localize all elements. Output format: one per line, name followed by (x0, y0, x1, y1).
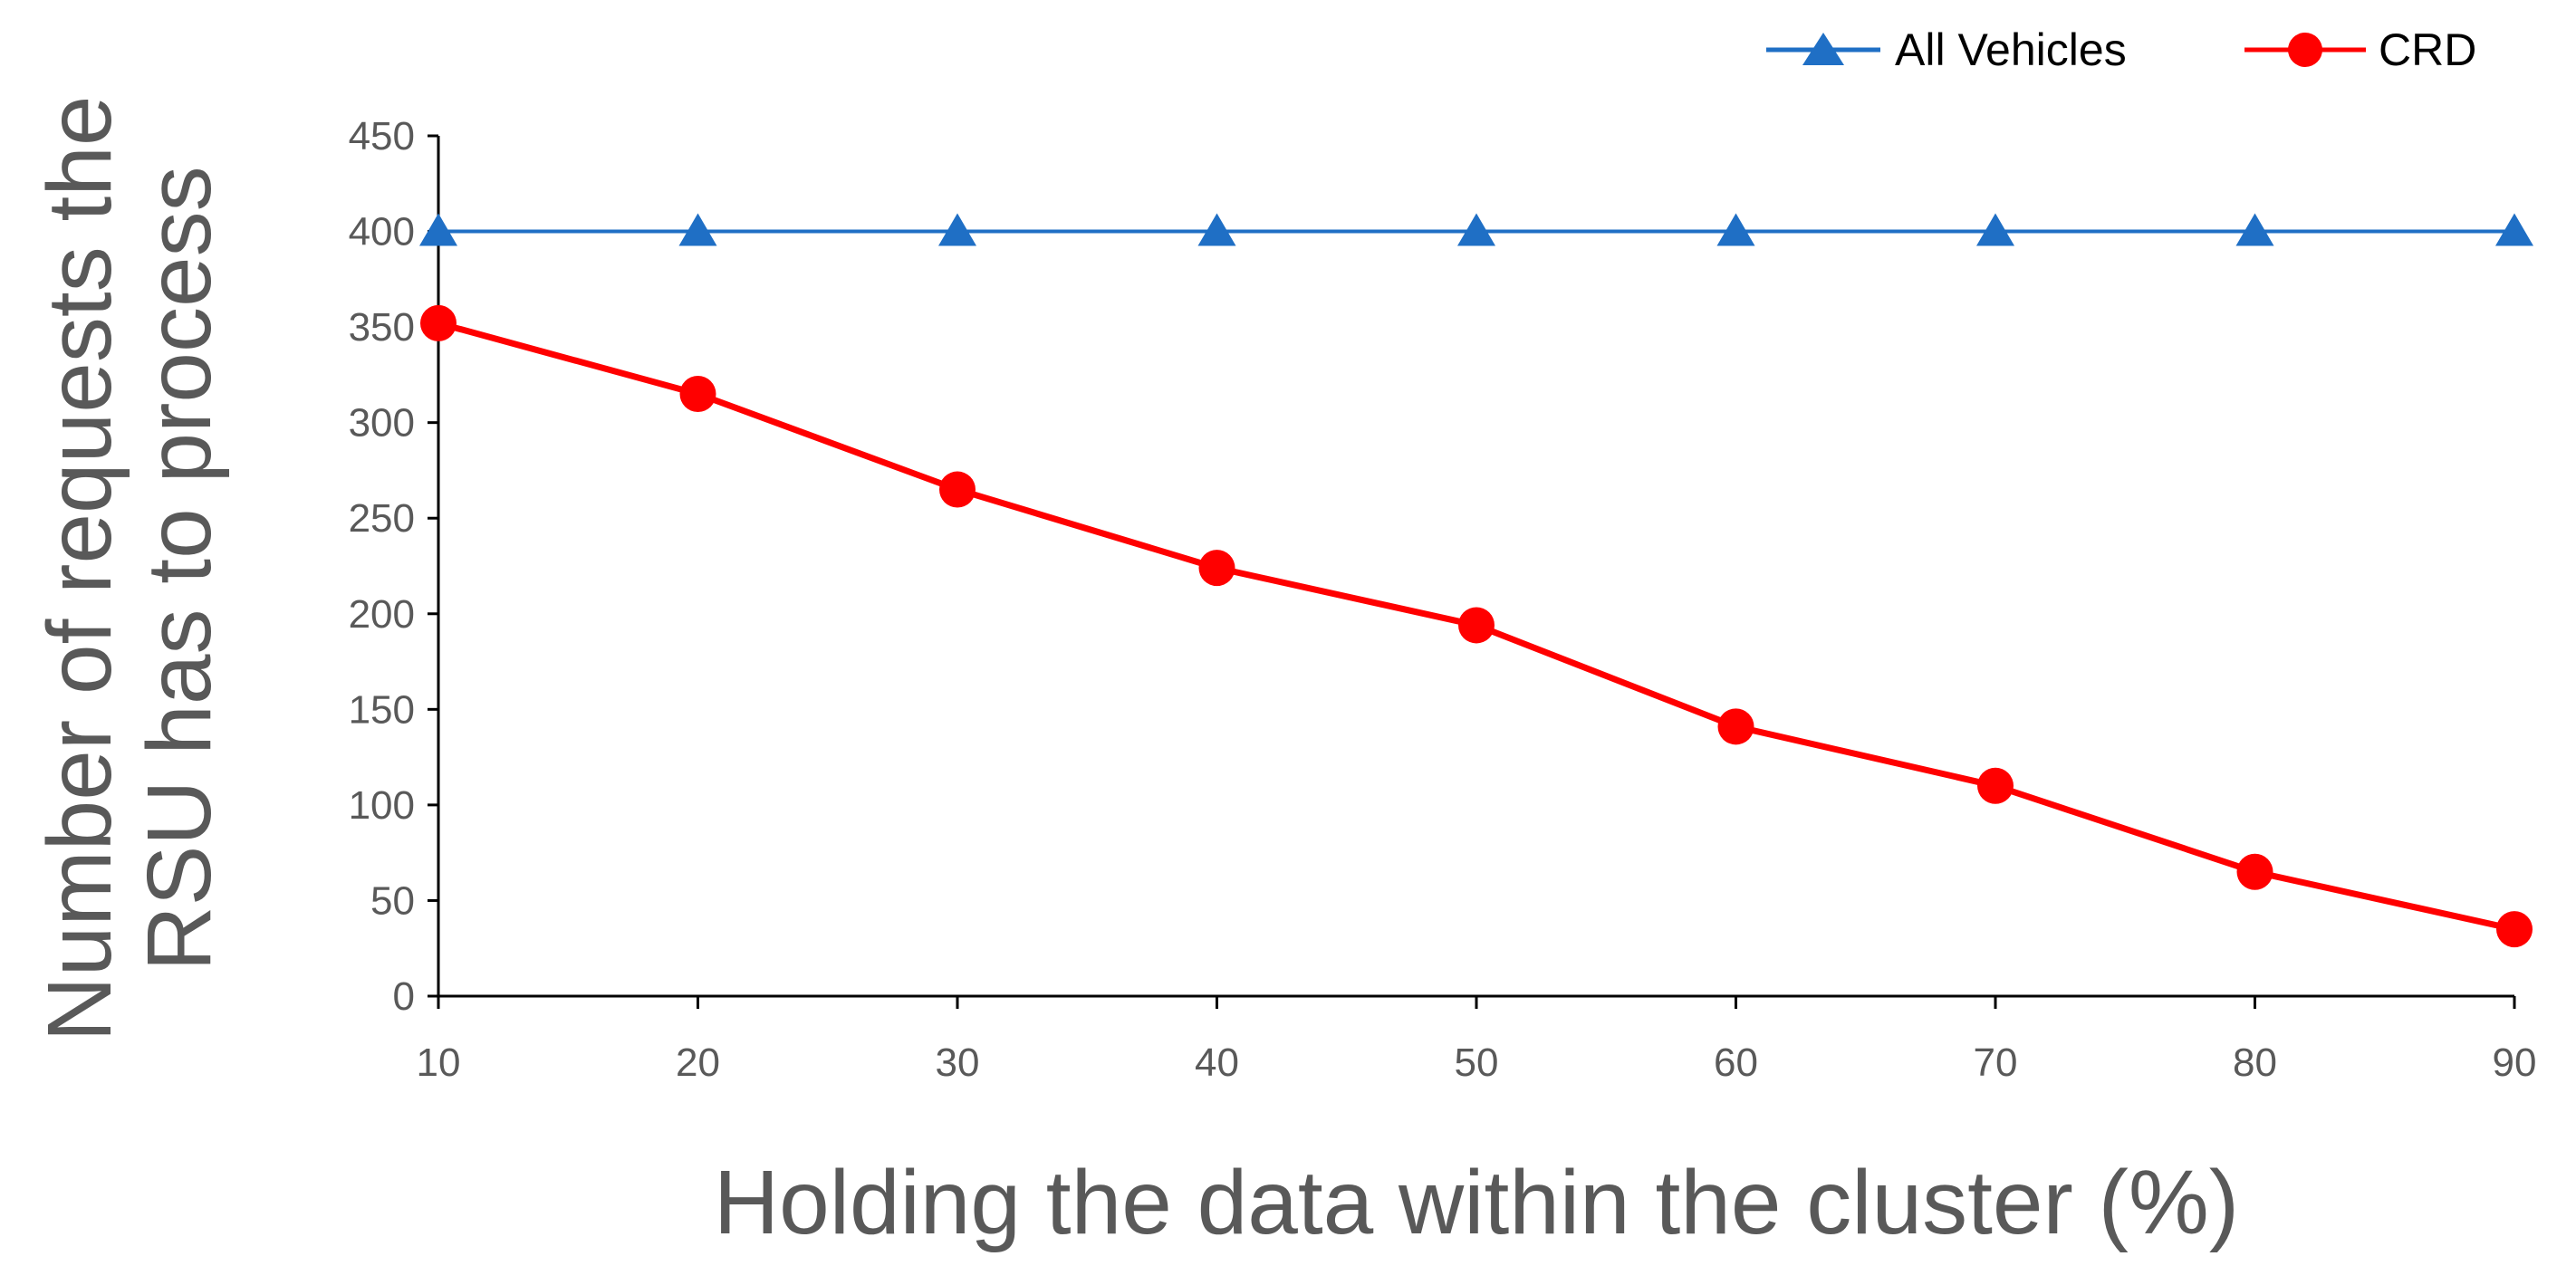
y-axis-title-line-2: RSU has to process (129, 166, 230, 971)
point-all-vehicles-20 (678, 213, 717, 246)
point-all-vehicles-30 (938, 213, 976, 246)
point-all-vehicles-70 (1976, 213, 2014, 246)
point-crd-10 (420, 304, 457, 341)
x-tick-label: 90 (2493, 1040, 2537, 1085)
point-all-vehicles-10 (419, 213, 457, 246)
point-crd-40 (1198, 550, 1235, 587)
legend-circle-marker (2288, 33, 2322, 67)
x-ticks: 10 20 30 40 50 60 70 80 90 (417, 996, 2537, 1085)
point-all-vehicles-60 (1716, 213, 1755, 246)
y-axis-title-group: Number of requests the RSU has to proces… (29, 96, 230, 1042)
point-crd-50 (1458, 607, 1495, 644)
x-tick-label: 40 (1195, 1040, 1239, 1085)
legend-item-crd: CRD (2244, 24, 2476, 75)
point-crd-90 (2496, 911, 2533, 948)
series-layer (419, 213, 2533, 948)
y-tick-label: 100 (349, 783, 415, 828)
point-crd-70 (1977, 767, 2014, 804)
x-tick-label: 50 (1455, 1040, 1499, 1085)
point-crd-20 (679, 376, 716, 412)
y-tick-label: 200 (349, 592, 415, 637)
y-ticks: 0 50 100 150 200 250 300 350 400 450 (349, 114, 438, 1019)
point-crd-60 (1717, 708, 1754, 745)
x-tick-label: 70 (1974, 1040, 2018, 1085)
y-tick-label: 0 (393, 974, 415, 1019)
x-tick-label: 30 (936, 1040, 980, 1085)
legend-triangle-marker (1802, 33, 1844, 65)
legend-label-crd: CRD (2379, 24, 2476, 75)
axes (437, 136, 2514, 998)
legend-label-all-vehicles: All Vehicles (1895, 24, 2127, 75)
point-crd-80 (2236, 853, 2273, 890)
y-tick-label: 350 (349, 305, 415, 350)
legend-item-all-vehicles: All Vehicles (1766, 24, 2127, 75)
point-crd-30 (939, 471, 976, 508)
y-tick-label: 400 (349, 210, 415, 254)
x-tick-label: 60 (1714, 1040, 1758, 1085)
y-tick-label: 450 (349, 114, 415, 158)
y-tick-label: 50 (370, 878, 415, 923)
x-axis-title: Holding the data within the cluster (%) (714, 1152, 2239, 1253)
y-tick-label: 300 (349, 401, 415, 446)
y-tick-label: 150 (349, 687, 415, 732)
point-all-vehicles-80 (2235, 213, 2274, 246)
x-tick-label: 10 (417, 1040, 461, 1085)
y-axis-title-line-1: Number of requests the (29, 96, 130, 1042)
point-all-vehicles-50 (1457, 213, 1495, 246)
x-tick-label: 80 (2233, 1040, 2277, 1085)
x-tick-label: 20 (676, 1040, 720, 1085)
point-all-vehicles-40 (1197, 213, 1236, 246)
legend: All Vehicles CRD (1766, 24, 2476, 75)
y-tick-label: 250 (349, 496, 415, 541)
point-all-vehicles-90 (2495, 213, 2533, 246)
